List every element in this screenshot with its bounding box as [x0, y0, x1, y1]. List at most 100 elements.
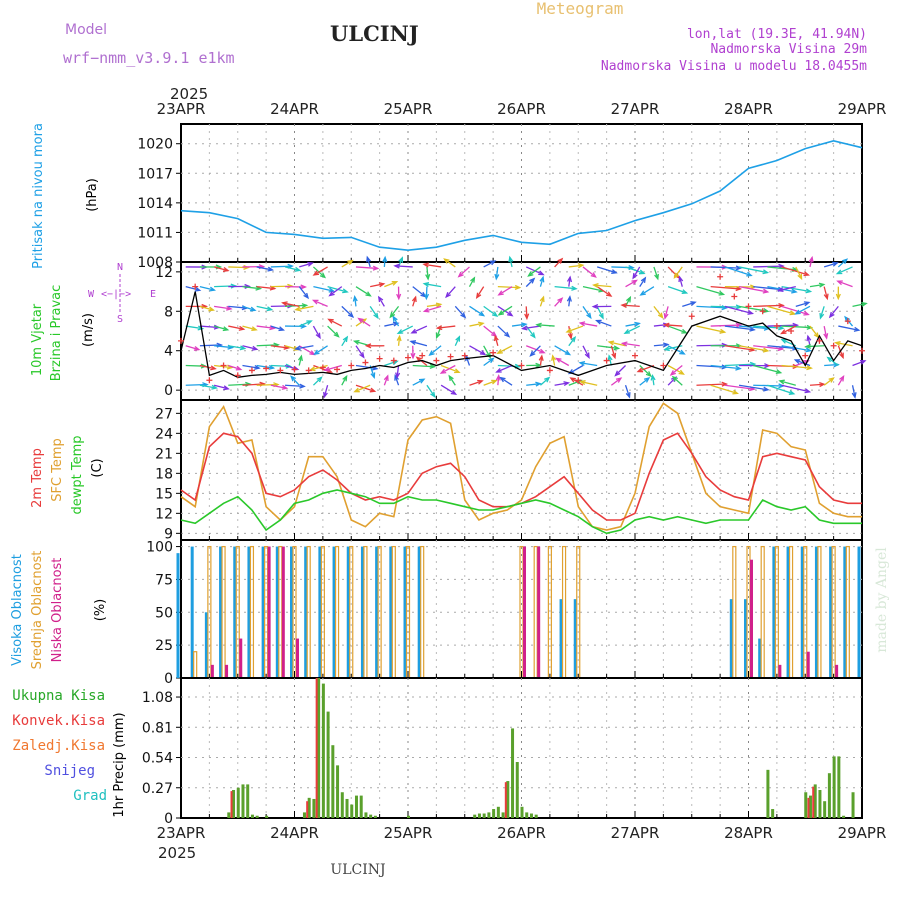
wind-arrow [483, 325, 497, 337]
wind-arrow-head [778, 302, 785, 309]
wind-arrow [653, 266, 659, 280]
wind-arrow-head [485, 352, 491, 359]
wind-arrow-head [735, 322, 743, 328]
wind-arrow-head [489, 260, 497, 266]
temp2m-title: 2m Temp [30, 448, 45, 508]
wind-arrow-head [364, 343, 372, 349]
wind-arrow [429, 345, 442, 356]
precipitation-ytick-label: 1.08 [142, 690, 173, 706]
wind-arrow-head [663, 342, 670, 348]
time-label-bottom: 26APR [497, 824, 546, 842]
wind-arrow-head [342, 374, 348, 382]
precip-total-bar [851, 792, 855, 818]
wind-arrow-head [615, 377, 623, 383]
wind-arrow-head [496, 348, 503, 354]
wind-arrow [779, 380, 796, 386]
wind-arrow-head [495, 374, 501, 381]
precip-conv-bar [315, 678, 318, 818]
wind-arrow [214, 345, 233, 349]
wind-arrow-head [554, 357, 562, 363]
wind-arrow-head [383, 374, 389, 382]
wind-gust-marker [319, 364, 326, 371]
wind-arrow-head [475, 292, 482, 299]
wind-arrow [667, 286, 687, 294]
wind-arrow [653, 305, 664, 318]
wind-arrow [511, 323, 527, 327]
wind-arrow [852, 302, 867, 307]
wind-arrow-head [306, 320, 313, 326]
wind-arrow-head [662, 322, 670, 328]
temperature-ytick-label: 18 [155, 466, 173, 482]
wind-arrow-head [778, 325, 785, 331]
wind-arrow-head [303, 292, 310, 300]
wind-arrow [498, 305, 513, 316]
wind-arrow-head [851, 392, 857, 399]
wind-arrow [738, 325, 769, 330]
wind-gust-marker [490, 349, 497, 356]
wind-arrow [582, 286, 604, 292]
wind-arrow-head [611, 269, 618, 274]
precip-conv-bar [504, 782, 507, 818]
wind-arrow-head [763, 386, 770, 392]
wind-arrows [185, 255, 868, 399]
wind-arrow-head [605, 291, 613, 297]
wind-arrow-head [409, 340, 417, 346]
wind-arrow [185, 345, 200, 351]
high-cloud-bar [304, 546, 308, 678]
wind-panel: 0 4 8 12 [155, 255, 868, 401]
precip-total-bar [813, 784, 817, 818]
wind-arrow [639, 277, 646, 287]
wind-arrow [554, 345, 571, 356]
product-title: Meteogram [537, 0, 624, 18]
precip-total-bar [837, 756, 841, 818]
wind-arrow [424, 305, 442, 312]
wind-arrow [539, 377, 550, 386]
time-label-top: 26APR [497, 100, 546, 118]
high-cloud-title: Visoka Oblacnost [10, 554, 25, 666]
wind-arrow-head [352, 295, 358, 302]
wind-arrow [355, 266, 378, 270]
wind-arrow-head [663, 346, 670, 352]
wind-arrow-head [311, 299, 319, 305]
wind-arrow-head [535, 322, 542, 328]
wind-arrow [838, 325, 859, 331]
wind-arrow [242, 364, 260, 369]
wind-arrow-head [539, 275, 545, 283]
precip-total-bar [804, 792, 808, 818]
wind-arrow [795, 301, 810, 307]
wind-arrow [242, 285, 261, 290]
precip-total-bar [808, 795, 812, 818]
wind-arrow-head [681, 328, 688, 334]
wind-arrow [738, 345, 768, 352]
low-cloud-bar [239, 638, 243, 678]
wind-arrow-head [828, 311, 835, 319]
wind-arrow-head [254, 364, 261, 370]
wind-arrow [809, 283, 824, 288]
wind-arrow-head [620, 341, 628, 347]
wind-arrow-head [681, 289, 689, 294]
wind-arrow-head [268, 364, 276, 370]
precip-total-bar [487, 812, 491, 818]
precip-conv-bar [807, 797, 810, 818]
wind-arrow-head [396, 334, 402, 342]
wind-arrow-head [281, 384, 289, 390]
wind-arrow-head [808, 255, 814, 263]
precip-total-bar [255, 815, 259, 818]
wind-arrow [610, 377, 622, 386]
legend-snow: Snijeg [44, 763, 95, 779]
wind-arrow [639, 377, 650, 386]
wind-arrow-head [223, 385, 230, 391]
wind-arrow [440, 364, 456, 374]
wind-arrow-head [333, 331, 340, 338]
wind-arrow [411, 325, 428, 334]
wind-arrow [426, 303, 441, 308]
wind-gust-marker [263, 365, 270, 372]
wind-arrow-head [530, 332, 536, 339]
high-cloud-bar [233, 546, 237, 678]
low-cloud-bar [750, 559, 753, 678]
wind-arrow-head [243, 264, 250, 271]
wind-gust-marker [362, 359, 369, 366]
wind-arrow [426, 384, 436, 397]
wind-arrow-head [300, 284, 307, 290]
wind-gust-marker [234, 372, 241, 379]
